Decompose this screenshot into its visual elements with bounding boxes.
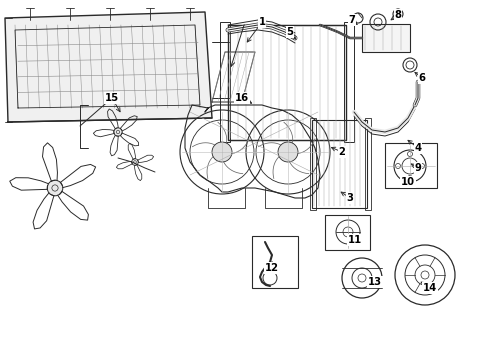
Circle shape [278, 142, 298, 162]
Text: 9: 9 [415, 163, 421, 173]
Circle shape [114, 128, 122, 136]
Text: 13: 13 [368, 277, 382, 287]
Text: 12: 12 [265, 263, 279, 273]
Text: 4: 4 [415, 143, 421, 153]
Text: 11: 11 [348, 235, 362, 245]
Text: 1: 1 [258, 17, 266, 27]
Text: 16: 16 [235, 93, 249, 103]
Bar [310, 118, 316, 210]
Circle shape [132, 159, 138, 165]
Bar [325, 215, 370, 250]
Text: 14: 14 [423, 283, 437, 293]
Text: 7: 7 [348, 15, 355, 25]
Circle shape [47, 180, 63, 196]
Bar [362, 24, 410, 52]
Text: 6: 6 [418, 73, 425, 83]
Text: 3: 3 [346, 193, 353, 203]
Bar [344, 22, 354, 142]
Bar [365, 118, 371, 210]
Text: 5: 5 [287, 27, 294, 37]
Text: 2: 2 [339, 147, 345, 157]
Bar [385, 143, 437, 188]
Text: 15: 15 [105, 93, 119, 103]
Bar [252, 236, 298, 288]
Bar [220, 22, 230, 142]
Circle shape [212, 142, 232, 162]
Bar [228, 25, 346, 140]
Polygon shape [5, 12, 212, 122]
Text: 8: 8 [394, 10, 401, 20]
Text: 10: 10 [401, 177, 415, 187]
Bar [312, 120, 367, 208]
